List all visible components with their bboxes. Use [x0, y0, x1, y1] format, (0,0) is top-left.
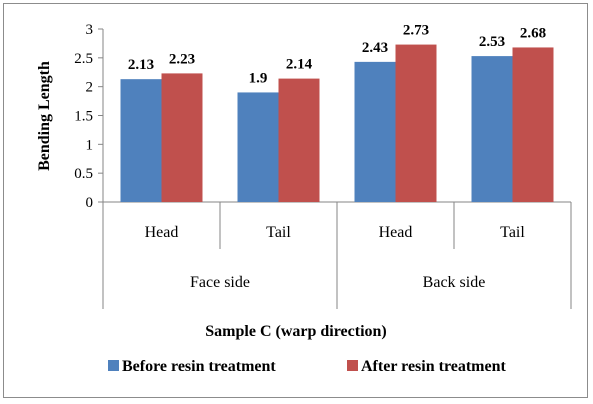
legend-label: After resin treatment: [361, 358, 507, 375]
bar: [237, 92, 279, 202]
group-label: Back side: [423, 274, 486, 291]
bar: [278, 78, 320, 202]
chart-frame: 0 0.5 1 1.5 2 2.5 3 2.13 1.9 2.43 2.53 2.23 2.14 2.7…: [3, 3, 588, 398]
data-label: 1.9: [249, 70, 268, 86]
group-label: Face side: [190, 274, 250, 291]
y-tick-label: 0.5: [74, 166, 93, 182]
data-label: 2.14: [286, 57, 313, 73]
bar: [395, 44, 437, 202]
bar-chart: 00.511.522.53 2.131.92.43 2.532.23 2.142.7…: [36, 22, 572, 375]
category-label: Tail: [266, 224, 291, 241]
data-label: 2.23: [169, 51, 195, 67]
x-axis-title: Sample C (warp direction): [205, 323, 386, 340]
y-tick-label: 0: [86, 195, 94, 211]
y-tick-label: 2.5: [74, 51, 93, 67]
data-labels: 2.13 1.9 2.43 2.53 2.23 2.14 2.73 2.68: [128, 23, 546, 87]
y-tick-label: 1: [86, 137, 94, 153]
bar: [512, 47, 554, 202]
legend-swatch: [347, 360, 358, 371]
category-labels: Head Tail Head Tail Face side Back side: [145, 224, 526, 291]
y-tick-label: 1.5: [74, 109, 93, 125]
y-axis-title: Bending Length: [36, 61, 53, 171]
category-label: Head: [379, 224, 413, 241]
data-label: 2.13: [128, 57, 154, 73]
data-label: 2.68: [520, 25, 546, 41]
legend-label: Before resin treatment: [122, 358, 276, 375]
bar: [120, 79, 162, 202]
bar: [471, 56, 513, 202]
y-tick-label: 3: [86, 22, 94, 38]
bar: [161, 73, 203, 202]
legend-swatch: [108, 360, 119, 371]
data-label: 2.43: [362, 40, 388, 56]
bar: [354, 61, 396, 203]
y-tick-label: 2: [86, 80, 94, 96]
category-label: Tail: [500, 224, 525, 241]
bars: [120, 44, 554, 203]
data-label: 2.73: [403, 23, 429, 39]
category-label: Head: [145, 224, 179, 241]
data-label: 2.53: [479, 34, 505, 50]
legend: Before resin treatment After resin treatm…: [108, 358, 507, 375]
